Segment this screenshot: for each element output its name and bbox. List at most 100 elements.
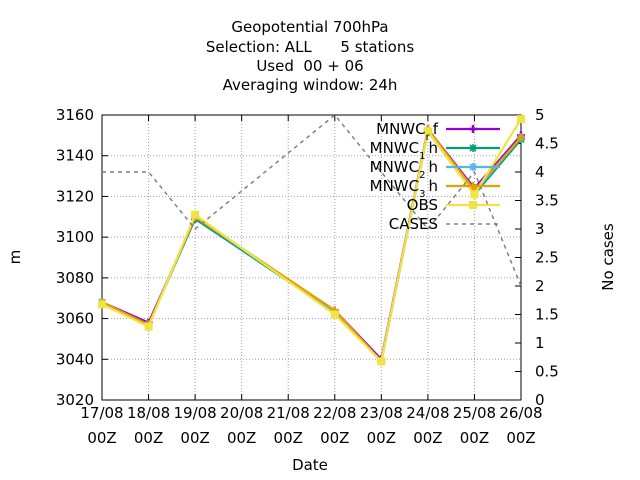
x-tick-label: 20/08 bbox=[220, 404, 263, 422]
legend-sub: 2 bbox=[419, 170, 425, 181]
title-line-1: Geopotential 700hPa bbox=[231, 18, 388, 36]
legend-entry: MNWC2 h bbox=[370, 158, 500, 181]
legend-label: CASES bbox=[389, 215, 438, 233]
legend-suffix: h bbox=[428, 177, 438, 195]
y2-tick-label: 4.5 bbox=[535, 135, 559, 153]
y-tick-label: 3100 bbox=[56, 228, 94, 246]
x-tick-label: 00Z bbox=[320, 429, 349, 447]
data-point bbox=[517, 133, 525, 142]
legend-name: MNWC bbox=[370, 139, 419, 157]
title-line-3: Used 00 + 06 bbox=[256, 57, 363, 75]
legend-sub: 1 bbox=[419, 151, 425, 162]
y2-tick-label: 4 bbox=[535, 163, 545, 181]
legend-suffix: f bbox=[433, 120, 439, 138]
legend-suffix: h bbox=[428, 139, 438, 157]
data-point bbox=[469, 163, 477, 171]
x-tick-label: 26/08 bbox=[499, 404, 542, 422]
x-tick-label: 00Z bbox=[460, 429, 489, 447]
legend-suffix: h bbox=[428, 158, 438, 176]
series-line bbox=[101, 128, 522, 364]
chart-title: Geopotential 700hPa Selection: ALL 5 sta… bbox=[206, 18, 414, 94]
x-tick-label: 00Z bbox=[367, 429, 396, 447]
data-point bbox=[517, 115, 525, 124]
data-point bbox=[469, 144, 477, 152]
title-line-4: Averaging window: 24h bbox=[223, 76, 398, 94]
data-point bbox=[470, 190, 479, 199]
data-point bbox=[191, 210, 200, 219]
x-tick-label: 00Z bbox=[413, 429, 442, 447]
data-point bbox=[98, 300, 106, 309]
series-line bbox=[102, 113, 522, 287]
x-tick-label: 17/08 bbox=[80, 404, 123, 422]
y-tick-label: 3160 bbox=[56, 106, 94, 124]
y-tick-label: 3060 bbox=[56, 310, 94, 328]
y2-axis-label: No cases bbox=[599, 223, 617, 291]
x-axis-label: Date bbox=[292, 456, 328, 474]
series-mnwc-1 bbox=[98, 127, 525, 366]
legend-entry: OBS bbox=[407, 196, 500, 214]
y2-tick-label: 2.5 bbox=[535, 249, 559, 267]
data-point bbox=[469, 125, 477, 133]
y2-tick-label: 1 bbox=[535, 334, 545, 352]
x-tick-label: 23/08 bbox=[360, 404, 403, 422]
x-tick-label: 00Z bbox=[180, 429, 209, 447]
grid bbox=[102, 115, 521, 400]
title-line-2: Selection: ALL 5 stations bbox=[206, 38, 414, 56]
series-line bbox=[101, 126, 522, 364]
legend-entry: MNWCr f bbox=[376, 120, 500, 143]
y2-tick-label: 1.5 bbox=[535, 306, 559, 324]
data-point bbox=[469, 201, 477, 209]
x-tick-label: 25/08 bbox=[453, 404, 496, 422]
data-point bbox=[144, 322, 153, 331]
series-layer bbox=[98, 113, 525, 366]
series-mnwc-3 bbox=[98, 125, 525, 366]
y-tick-label: 3020 bbox=[56, 391, 94, 409]
data-point bbox=[423, 127, 432, 136]
legend-name: MNWC bbox=[376, 120, 425, 138]
series-mnwc-r bbox=[98, 125, 525, 364]
y2-tick-label: 5 bbox=[535, 106, 545, 124]
legend-label: MNWCr f bbox=[376, 120, 439, 143]
legend-sub: r bbox=[426, 132, 431, 143]
y-axis-label: m bbox=[6, 250, 24, 265]
legend-name: MNWC bbox=[370, 177, 419, 195]
legend-entry: MNWC3 h bbox=[370, 177, 500, 200]
data-point bbox=[330, 310, 339, 319]
x-tick-label: 19/08 bbox=[173, 404, 216, 422]
legend-sub: 3 bbox=[419, 189, 425, 200]
legend-name: OBS bbox=[407, 196, 438, 214]
x-tick-label: 21/08 bbox=[267, 404, 310, 422]
axes: 17/08 00Z 18/08 00Z 19/08 00Z 20/08 00Z 21/08 00Z… bbox=[56, 106, 559, 447]
y2-tick-label: 0 bbox=[535, 391, 545, 409]
series-line bbox=[101, 126, 522, 362]
y2-tick-label: 0.5 bbox=[535, 363, 559, 381]
x-tick-label: 18/08 bbox=[127, 404, 170, 422]
legend-label: MNWC1 h bbox=[370, 139, 438, 162]
series-line bbox=[101, 118, 522, 364]
series-cases bbox=[102, 113, 522, 287]
y2-tick-label: 3.5 bbox=[535, 192, 559, 210]
plot-frame bbox=[101, 114, 522, 401]
y-tick-label: 3140 bbox=[56, 147, 94, 165]
x-tick-label: 00Z bbox=[274, 429, 303, 447]
series-line bbox=[101, 128, 522, 364]
legend-name: MNWC bbox=[370, 158, 419, 176]
x-tick-label: 00Z bbox=[227, 429, 256, 447]
y2-tick-label: 3 bbox=[535, 220, 545, 238]
legend-entry: CASES bbox=[389, 215, 500, 233]
y2-tick-label: 2 bbox=[535, 277, 545, 295]
legend-label: MNWC2 h bbox=[370, 158, 438, 181]
legend-label: MNWC3 h bbox=[370, 177, 438, 200]
x-tick-label: 00Z bbox=[506, 429, 535, 447]
legend-label: OBS bbox=[407, 196, 438, 214]
y-tick-label: 3040 bbox=[56, 350, 94, 368]
legend-entry: MNWC1 h bbox=[370, 139, 500, 162]
series-mnwc-2 bbox=[98, 127, 525, 366]
x-tick-label: 22/08 bbox=[313, 404, 356, 422]
x-tick-label: 00Z bbox=[134, 429, 163, 447]
x-tick-label: 00Z bbox=[87, 429, 116, 447]
y-tick-label: 3080 bbox=[56, 269, 94, 287]
data-point bbox=[377, 357, 386, 366]
